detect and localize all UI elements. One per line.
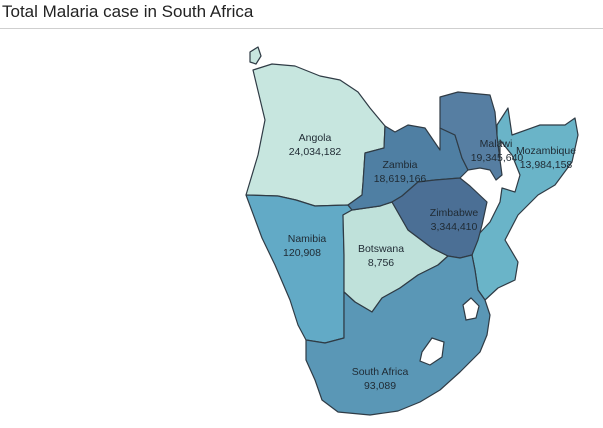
- label-zimbabwe-name: Zimbabwe: [430, 207, 479, 219]
- label-zimbabwe-value: 3,344,410: [431, 221, 478, 233]
- label-zambia-value: 18,619,166: [374, 173, 427, 185]
- label-zambia: Zambia 18,619,166: [374, 159, 427, 185]
- country-namibia[interactable]: [245, 194, 353, 344]
- label-mozambique-value: 13,984,158: [520, 159, 573, 171]
- label-botswana-name: Botswana: [358, 243, 404, 255]
- country-mozambique[interactable]: [471, 107, 579, 301]
- label-zambia-name: Zambia: [382, 159, 417, 171]
- lesotho-hole: [419, 337, 445, 366]
- label-mozambique: Mozambique 13,984,158: [516, 145, 576, 171]
- label-zimbabwe: Zimbabwe 3,344,410: [430, 207, 479, 233]
- label-namibia-value: 120,908: [283, 247, 321, 259]
- label-malawi: Malawi 19,345,640: [471, 138, 524, 164]
- eswatini-hole: [462, 297, 480, 321]
- country-zimbabwe[interactable]: [391, 177, 488, 259]
- label-mozambique-name: Mozambique: [516, 145, 576, 157]
- country-south-africa[interactable]: [305, 254, 491, 416]
- chart-title: Total Malaria case in South Africa: [2, 2, 254, 21]
- label-namibia-name: Namibia: [288, 233, 327, 245]
- label-botswana: Botswana 8,756: [358, 243, 404, 269]
- title-divider: [0, 28, 603, 29]
- label-south-africa: South Africa 93,089: [352, 366, 409, 392]
- label-south-africa-value: 93,089: [364, 380, 396, 392]
- label-angola-value: 24,034,182: [289, 146, 342, 158]
- label-angola: Angola 24,034,182: [289, 132, 342, 158]
- country-angola-cabinda[interactable]: [249, 46, 262, 65]
- label-south-africa-name: South Africa: [352, 366, 409, 378]
- label-namibia: Namibia 120,908: [283, 233, 326, 259]
- label-malawi-name: Malawi: [480, 138, 513, 150]
- country-malawi[interactable]: [439, 91, 503, 181]
- label-angola-name: Angola: [299, 132, 332, 144]
- label-malawi-value: 19,345,640: [471, 152, 524, 164]
- label-botswana-value: 8,756: [368, 257, 394, 269]
